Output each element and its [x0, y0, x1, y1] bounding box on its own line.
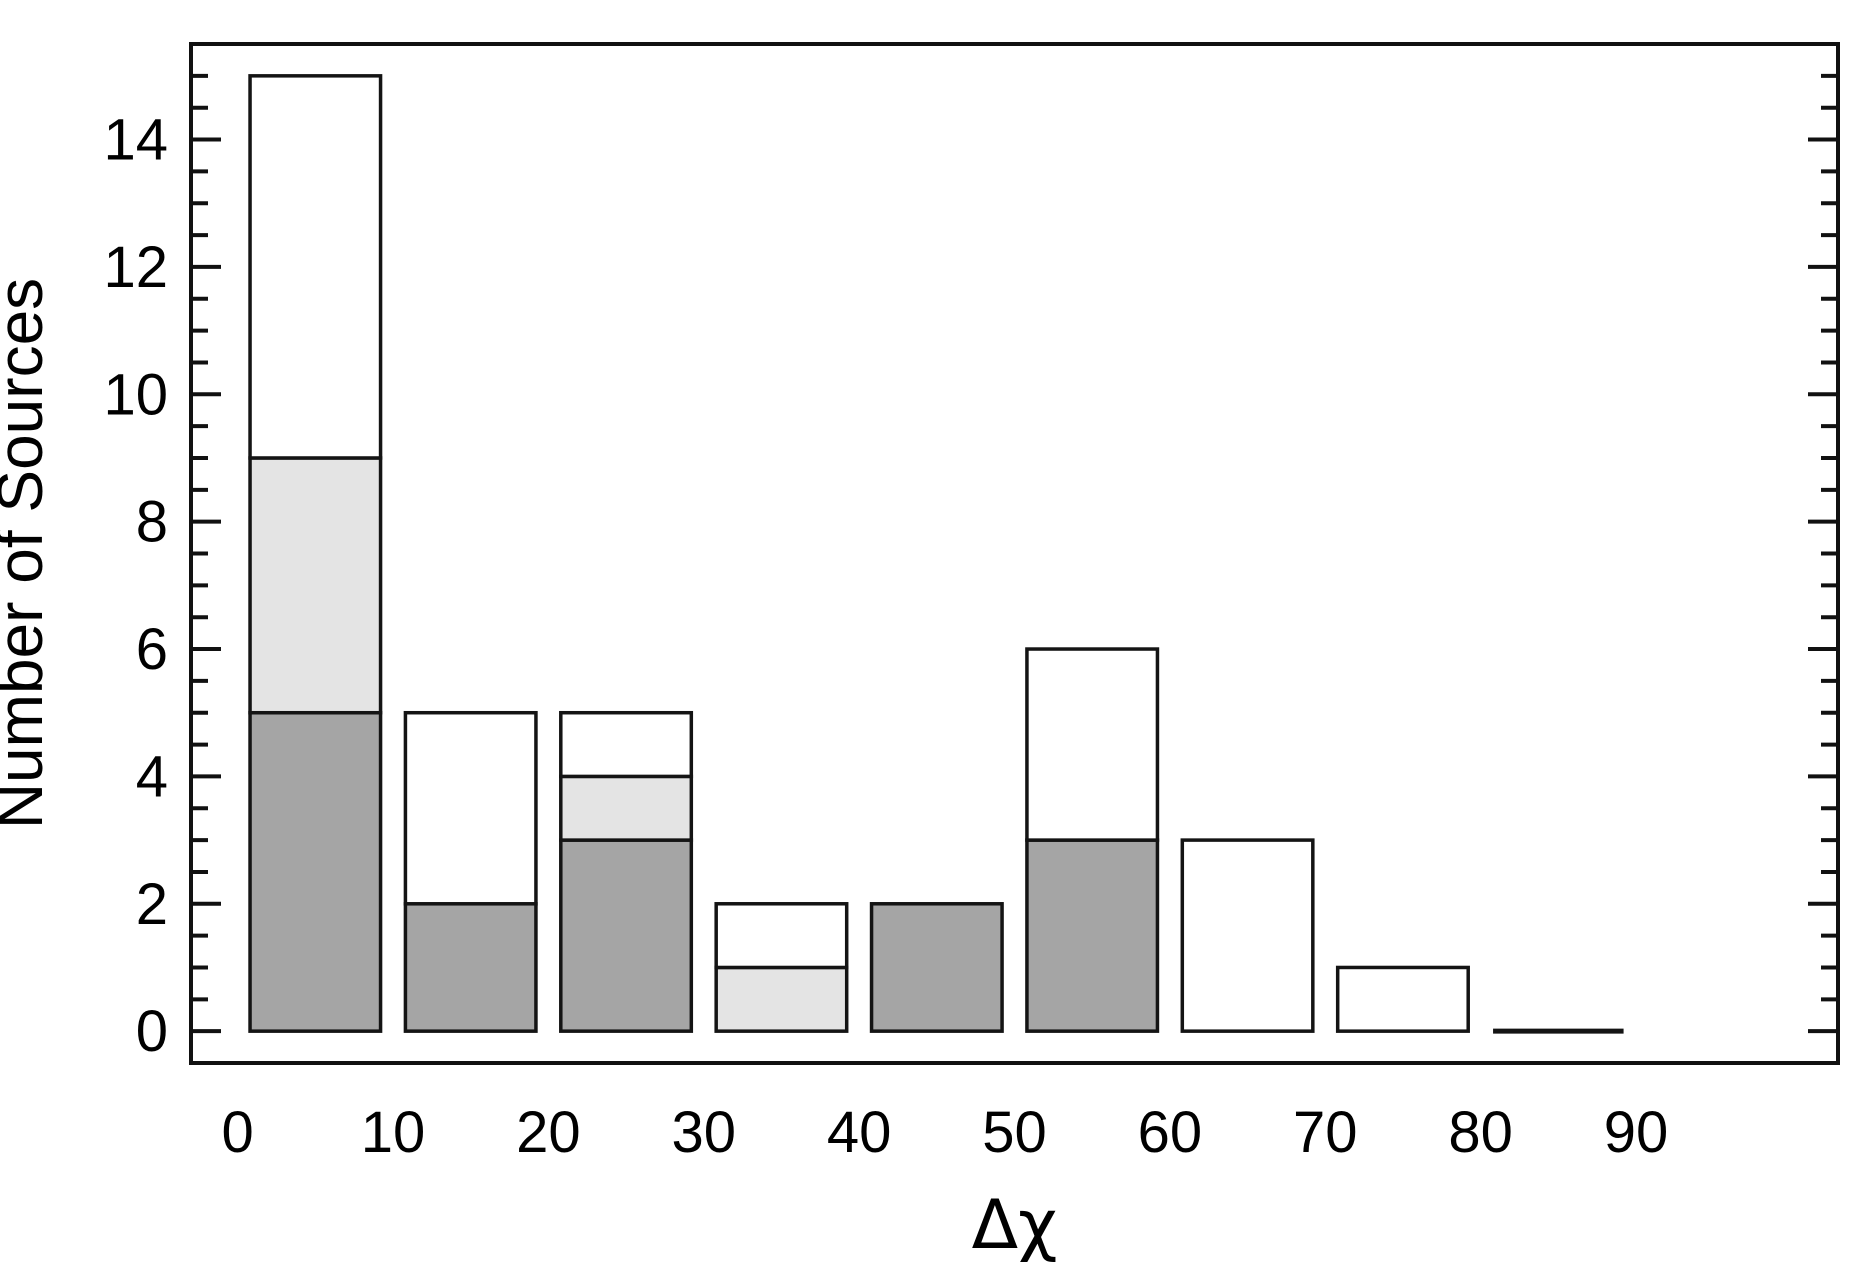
bar-segment-light-gray-bin-30-40: [714, 965, 849, 1033]
bar-segment-dark-gray-bin-50-60: [1025, 838, 1160, 1033]
x-tick-label-90: 90: [1604, 1100, 1669, 1165]
bar-segment-white-bin-0-10: [248, 74, 383, 460]
x-tick-label-50: 50: [982, 1100, 1047, 1165]
y-tick-label-8: 8: [136, 490, 168, 555]
x-tick-label-70: 70: [1293, 1100, 1358, 1165]
bar-segment-white-bin-10-20: [403, 710, 538, 906]
bar-segment-dark-gray-bin-0-10: [248, 710, 383, 1033]
bars-layer: [248, 74, 1624, 1034]
x-tick-label-40: 40: [827, 1100, 892, 1165]
y-axis-title: Number of Sources: [0, 278, 56, 829]
x-tick-label-20: 20: [516, 1100, 581, 1165]
bar-segment-white-bin-50-60: [1025, 647, 1160, 842]
bar-segment-dark-gray-bin-40-50: [869, 902, 1004, 1033]
y-tick-label-0: 0: [136, 999, 168, 1064]
bar-segment-dark-gray-bin-10-20: [403, 902, 538, 1033]
ticks-layer: [191, 73, 1838, 1034]
x-tick-label-0: 0: [221, 1100, 253, 1165]
y-tick-label-14: 14: [103, 108, 168, 173]
bar-segment-white-bin-30-40: [714, 902, 849, 970]
y-tick-label-4: 4: [136, 744, 168, 809]
bar-segment-light-gray-bin-0-10: [248, 456, 383, 715]
bar-segment-white-bin-60-70: [1180, 838, 1315, 1033]
x-tick-label-60: 60: [1138, 1100, 1203, 1165]
bar-segment-light-gray-bin-20-30: [559, 774, 694, 842]
tick-labels-layer: 0 2 4 6 8 10 12 14 0 10 20 30 40 50 60 70 80 90: [103, 108, 1668, 1165]
x-tick-label-80: 80: [1448, 1100, 1513, 1165]
y-tick-label-12: 12: [103, 235, 168, 300]
y-tick-label-2: 2: [136, 872, 168, 937]
x-tick-label-10: 10: [361, 1100, 426, 1165]
x-axis-title: Δχ: [972, 1186, 1058, 1265]
bar-segment-white-bin-20-30: [559, 710, 694, 779]
y-tick-label-6: 6: [136, 617, 168, 682]
bar-segment-dark-gray-bin-20-30: [559, 838, 694, 1033]
x-tick-label-30: 30: [671, 1100, 736, 1165]
bar-segment-white-bin-70-80: [1335, 965, 1470, 1033]
y-tick-label-10: 10: [103, 362, 168, 427]
